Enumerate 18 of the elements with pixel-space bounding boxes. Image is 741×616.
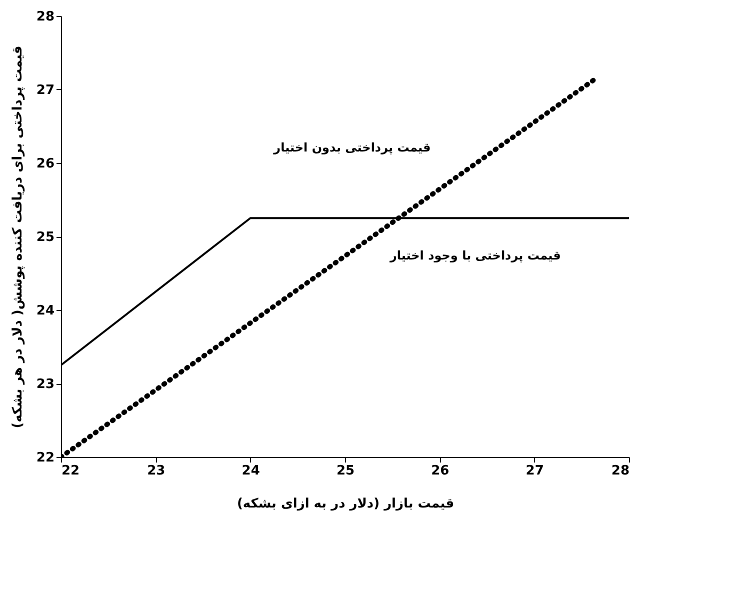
x-tick-label: 26 <box>431 464 450 478</box>
y-tick-label: 28 <box>36 10 54 24</box>
y-tick-label: 23 <box>36 377 54 392</box>
x-tick-label: 23 <box>147 464 166 478</box>
y-tick-label: 24 <box>36 304 54 318</box>
x-axis-title: قیمت بازار (دلار در به ازای بشکه) <box>236 496 454 512</box>
y-tick-label: 26 <box>36 156 54 172</box>
y-axis-title: قیمت پرداختی برای دریافت کننده پوشش( دلار در هر بشکه) <box>10 46 26 428</box>
annotation: قیمت پرداختی بدون اختیار <box>272 140 431 155</box>
x-tick-label: 24 <box>242 464 260 478</box>
annotation: قیمت پرداختی با وجود اختیار <box>388 248 561 263</box>
x-tick-label: 28 <box>611 464 630 478</box>
y-tick-label: 22 <box>36 450 54 466</box>
x-tick-label: 22 <box>62 464 80 478</box>
x-tick-label: 25 <box>336 464 355 478</box>
y-tick-label: 25 <box>36 230 54 245</box>
y-tick-label: 27 <box>36 83 54 98</box>
x-tick-label: 27 <box>526 464 544 478</box>
